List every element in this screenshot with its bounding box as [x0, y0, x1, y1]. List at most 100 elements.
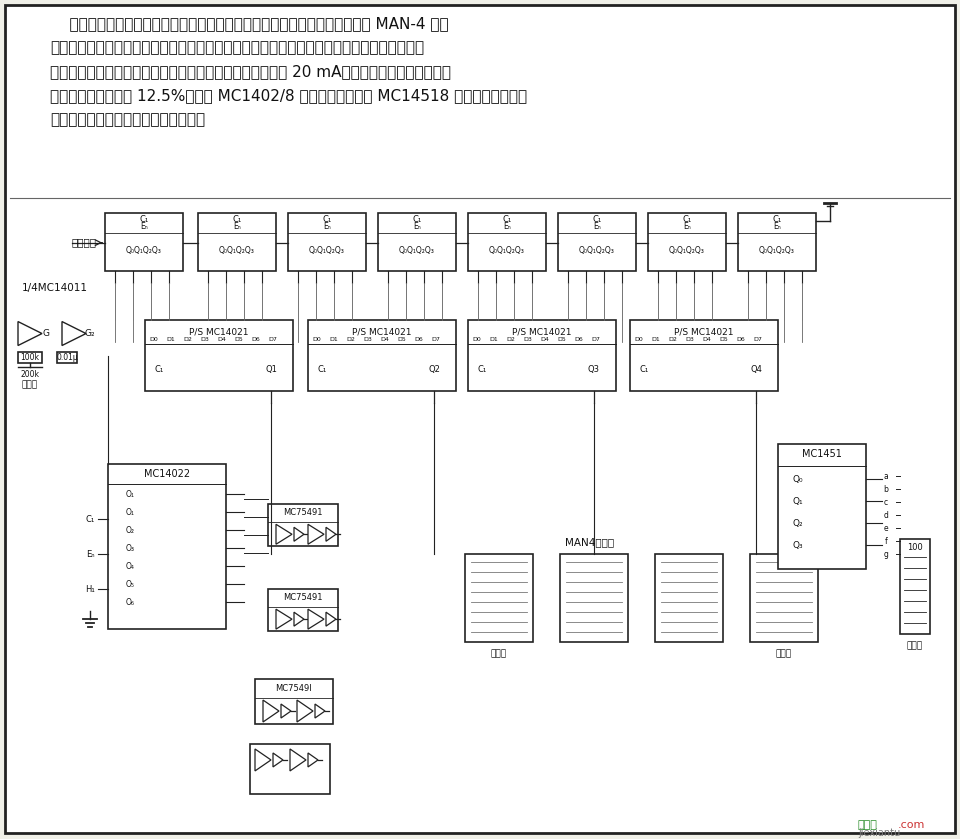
Polygon shape: [276, 524, 292, 545]
Text: .com: .com: [898, 820, 925, 830]
Bar: [738, 213, 816, 271]
Bar: [655, 555, 723, 642]
Polygon shape: [297, 700, 313, 722]
Polygon shape: [294, 612, 304, 626]
Text: MC7549I: MC7549I: [276, 684, 312, 692]
Bar: [778, 445, 866, 569]
Text: e: e: [884, 524, 888, 533]
Polygon shape: [276, 609, 292, 629]
Polygon shape: [62, 321, 86, 346]
Text: Q₃: Q₃: [793, 541, 804, 550]
Text: G: G: [42, 329, 50, 338]
Text: P/S MC14021: P/S MC14021: [513, 327, 572, 336]
Text: D3: D3: [685, 337, 694, 342]
Text: 最低位: 最低位: [907, 642, 924, 650]
Text: 选通线: 选通线: [22, 380, 38, 389]
Text: O₁: O₁: [126, 490, 134, 499]
Text: C₁: C₁: [85, 515, 95, 524]
Polygon shape: [255, 749, 271, 771]
Text: G₂: G₂: [84, 329, 95, 338]
Text: C₁: C₁: [318, 365, 326, 374]
Text: D2: D2: [183, 337, 192, 342]
Text: D4: D4: [380, 337, 390, 342]
Text: C₁: C₁: [413, 215, 421, 224]
Polygon shape: [281, 704, 291, 718]
Text: 最高位: 最高位: [491, 649, 507, 659]
Text: D5: D5: [234, 337, 244, 342]
Text: g: g: [883, 550, 888, 559]
Text: Eₙ: Eₙ: [85, 550, 94, 559]
Text: Eₙ: Eₙ: [233, 222, 241, 232]
Text: Q3: Q3: [588, 365, 600, 374]
Text: Q₀: Q₀: [793, 475, 804, 484]
Text: 捷伐网: 捷伐网: [858, 820, 877, 830]
Text: D7: D7: [754, 337, 762, 342]
Text: C₁: C₁: [592, 215, 602, 224]
Text: C₁: C₁: [155, 365, 163, 374]
Text: O₆: O₆: [126, 597, 134, 607]
Text: P/S MC14021: P/S MC14021: [674, 327, 733, 336]
Text: O₁: O₁: [126, 508, 134, 517]
Text: Eₙ: Eₙ: [773, 222, 780, 232]
Polygon shape: [326, 527, 336, 541]
Text: D3: D3: [201, 337, 209, 342]
Text: 1/4MC14011: 1/4MC14011: [22, 283, 88, 293]
Text: Q₁: Q₁: [793, 497, 804, 506]
Text: O₅: O₅: [126, 580, 134, 589]
Text: D1: D1: [167, 337, 176, 342]
Text: C₁: C₁: [232, 215, 242, 224]
Text: 0.01μ: 0.01μ: [56, 353, 78, 362]
Polygon shape: [294, 527, 304, 541]
Text: 输入频率-: 输入频率-: [71, 237, 100, 248]
Text: Q₀Q₁Q₂Q₃: Q₀Q₁Q₂Q₃: [399, 246, 435, 255]
Text: c: c: [884, 498, 888, 507]
Text: D0: D0: [635, 337, 643, 342]
Bar: [18, 352, 42, 362]
Text: D3: D3: [364, 337, 372, 342]
Text: Q1: Q1: [265, 365, 276, 374]
Text: D6: D6: [736, 337, 745, 342]
Text: Q2: Q2: [428, 365, 440, 374]
Text: D1: D1: [652, 337, 660, 342]
Bar: [468, 213, 546, 271]
Text: Q₀Q₁Q₂Q₃: Q₀Q₁Q₂Q₃: [309, 246, 345, 255]
Text: D1: D1: [490, 337, 498, 342]
Polygon shape: [290, 749, 306, 771]
Text: D1: D1: [329, 337, 338, 342]
Text: H₁: H₁: [85, 585, 95, 594]
Text: b: b: [883, 485, 888, 494]
Text: D0: D0: [150, 337, 158, 342]
Text: O₂: O₂: [126, 526, 134, 534]
Bar: [468, 320, 616, 392]
Bar: [250, 744, 330, 794]
Text: D0: D0: [472, 337, 481, 342]
Polygon shape: [308, 609, 324, 629]
Polygon shape: [315, 704, 325, 718]
Text: D6: D6: [415, 337, 423, 342]
Text: Eₙ: Eₙ: [140, 222, 148, 232]
Polygon shape: [263, 700, 279, 722]
Text: 100: 100: [907, 543, 923, 552]
Text: C₁: C₁: [323, 215, 331, 224]
Text: Eₙ: Eₙ: [593, 222, 601, 232]
Text: C₁: C₁: [683, 215, 691, 224]
Bar: [57, 352, 77, 362]
Bar: [268, 504, 338, 546]
Text: jiexiantu: jiexiantu: [858, 828, 900, 838]
Text: a: a: [883, 472, 888, 481]
Bar: [465, 555, 533, 642]
Text: d: d: [883, 511, 888, 520]
Text: D6: D6: [575, 337, 584, 342]
Text: D2: D2: [347, 337, 355, 342]
Text: D2: D2: [668, 337, 678, 342]
Text: Q₀Q₁Q₂Q₃: Q₀Q₁Q₂Q₃: [759, 246, 795, 255]
Text: D6: D6: [252, 337, 260, 342]
Text: Q₀Q₁Q₂Q₃: Q₀Q₁Q₂Q₃: [489, 246, 525, 255]
Text: D4: D4: [540, 337, 549, 342]
Text: Q₀Q₁Q₂Q₃: Q₀Q₁Q₂Q₃: [219, 246, 255, 255]
Text: f: f: [884, 537, 887, 545]
Text: MC1451: MC1451: [802, 450, 842, 460]
Bar: [560, 555, 628, 642]
Text: D7: D7: [432, 337, 441, 342]
Text: D2: D2: [507, 337, 516, 342]
